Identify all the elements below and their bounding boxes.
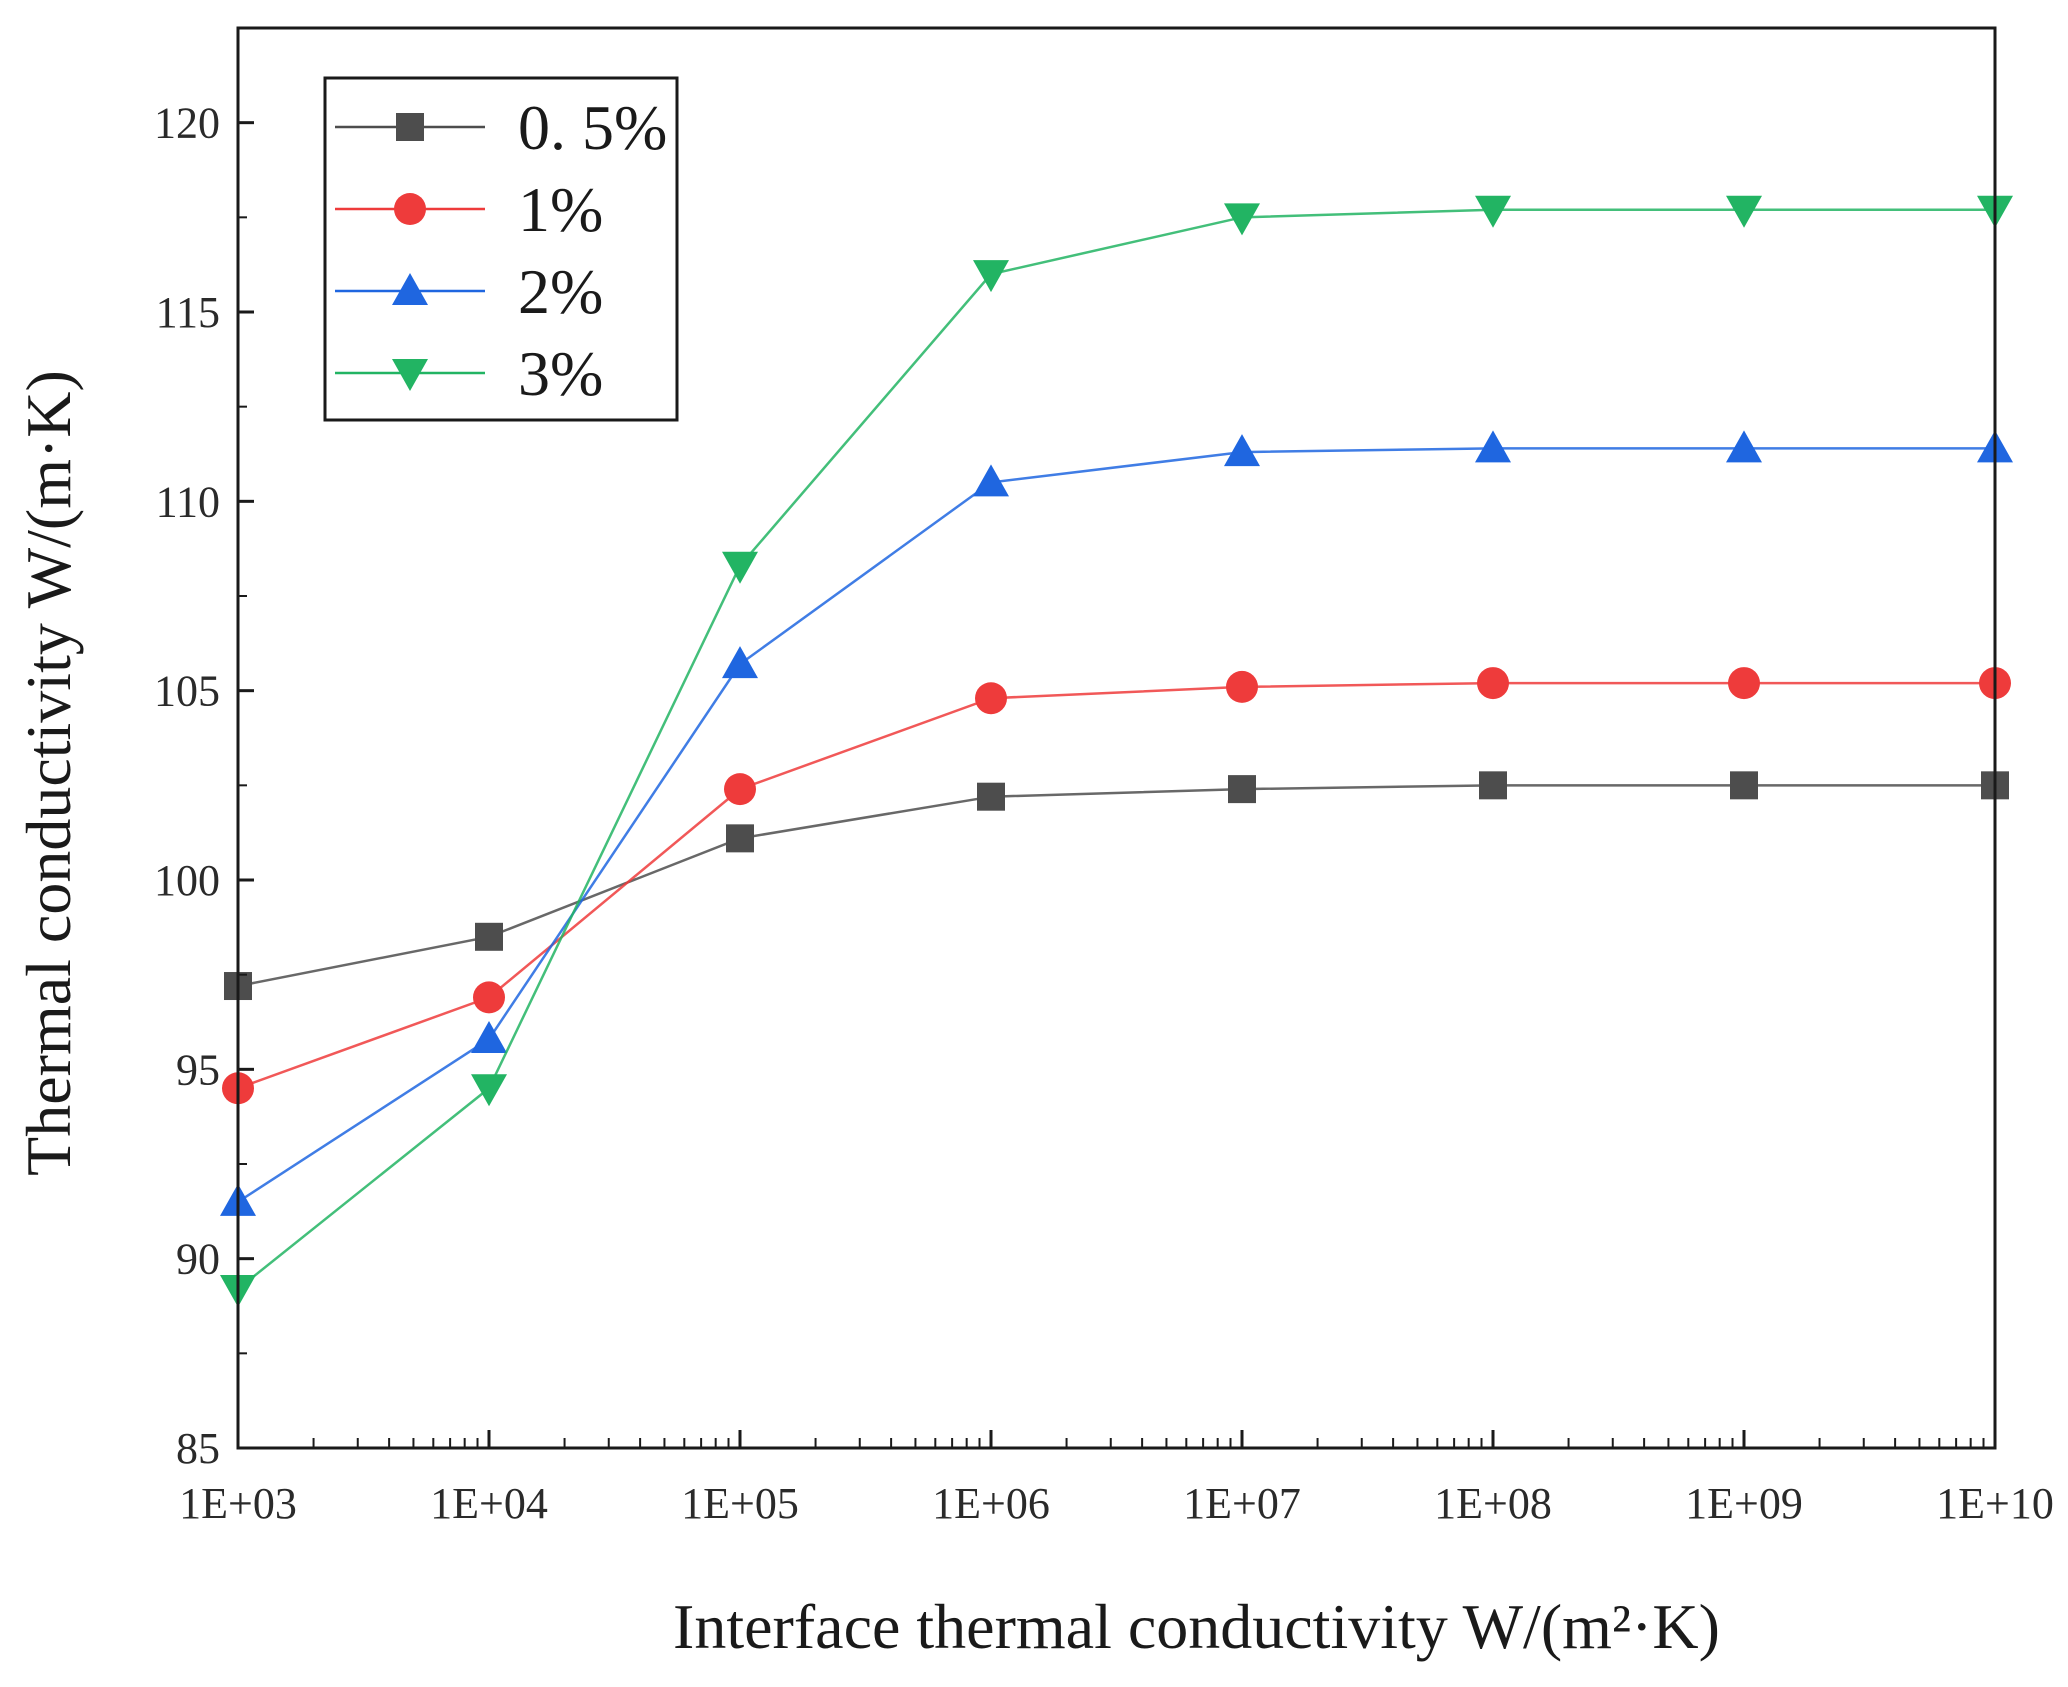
series-line (237, 784, 1995, 988)
data-point (975, 682, 1007, 715)
data-point (1224, 203, 1260, 236)
series-line (237, 681, 1995, 1090)
x-tick-label: 1E+06 (932, 1479, 1050, 1528)
x-tick-label: 1E+05 (681, 1479, 799, 1528)
legend-label: 2% (518, 256, 603, 327)
series-0 (224, 771, 2009, 1001)
legend-label: 3% (518, 338, 603, 409)
x-tick-label: 1E+09 (1685, 1479, 1803, 1528)
data-point (1224, 434, 1260, 467)
legend-label: 0. 5% (518, 92, 667, 163)
legend-marker (394, 193, 426, 225)
legend-box (323, 76, 679, 422)
x-axis-title: Interface thermal conductivity W/(m²·K) (673, 1591, 1720, 1662)
data-point (977, 782, 1005, 811)
legend-item: 1% (335, 174, 603, 245)
data-point (1475, 430, 1511, 463)
x-tick-label: 1E+04 (430, 1479, 548, 1528)
y-tick-label: 100 (154, 856, 220, 905)
x-tick-label: 1E+03 (179, 1479, 297, 1528)
data-point (475, 922, 503, 951)
y-tick-label: 115 (156, 288, 220, 337)
data-point (1475, 195, 1511, 228)
y-tick-label: 110 (156, 477, 220, 526)
data-point (724, 773, 756, 806)
x-tick-label: 1E+08 (1434, 1479, 1552, 1528)
data-point (722, 551, 758, 584)
legend-marker (396, 113, 424, 141)
y-tick-label: 120 (154, 99, 220, 148)
x-tick-label: 1E+07 (1183, 1479, 1301, 1528)
data-point (1728, 667, 1760, 700)
y-axis-title: Thermal conductivity W/(m·K) (13, 370, 84, 1176)
axis-layer: 85 90 95 100 105 110 115 120 1E+03 1E+04 1E+05 1E+0… (154, 99, 2054, 1528)
legend-item: 0. 5% (335, 92, 667, 163)
x-tick-label: 1E+10 (1936, 1479, 2054, 1528)
data-point (722, 646, 758, 679)
data-point (726, 824, 754, 853)
data-point (1477, 667, 1509, 700)
data-point (1226, 670, 1258, 703)
y-tick-label: 95 (176, 1045, 220, 1094)
series-line (237, 447, 1995, 1203)
y-tick-label: 90 (176, 1235, 220, 1284)
y-tick-label: 105 (154, 667, 220, 716)
legend-label: 1% (518, 174, 603, 245)
series-line (237, 208, 1995, 1290)
legend-item: 2% (335, 256, 603, 327)
data-point (471, 1074, 507, 1107)
data-point (1726, 195, 1762, 228)
legend-marker (392, 273, 428, 305)
data-point (1726, 430, 1762, 463)
data-point (1228, 775, 1256, 804)
data-point (1730, 771, 1758, 800)
data-point (471, 1021, 507, 1054)
plot-frame (236, 26, 1997, 1450)
data-point (473, 981, 505, 1014)
legend-item: 3% (335, 338, 603, 409)
data-point (1479, 771, 1507, 800)
legend: 0. 5% 1% 2% 3% (323, 76, 679, 422)
data-point (973, 464, 1009, 497)
y-tick-label: 85 (176, 1424, 220, 1473)
legend-marker (392, 359, 428, 391)
data-point (973, 260, 1009, 293)
